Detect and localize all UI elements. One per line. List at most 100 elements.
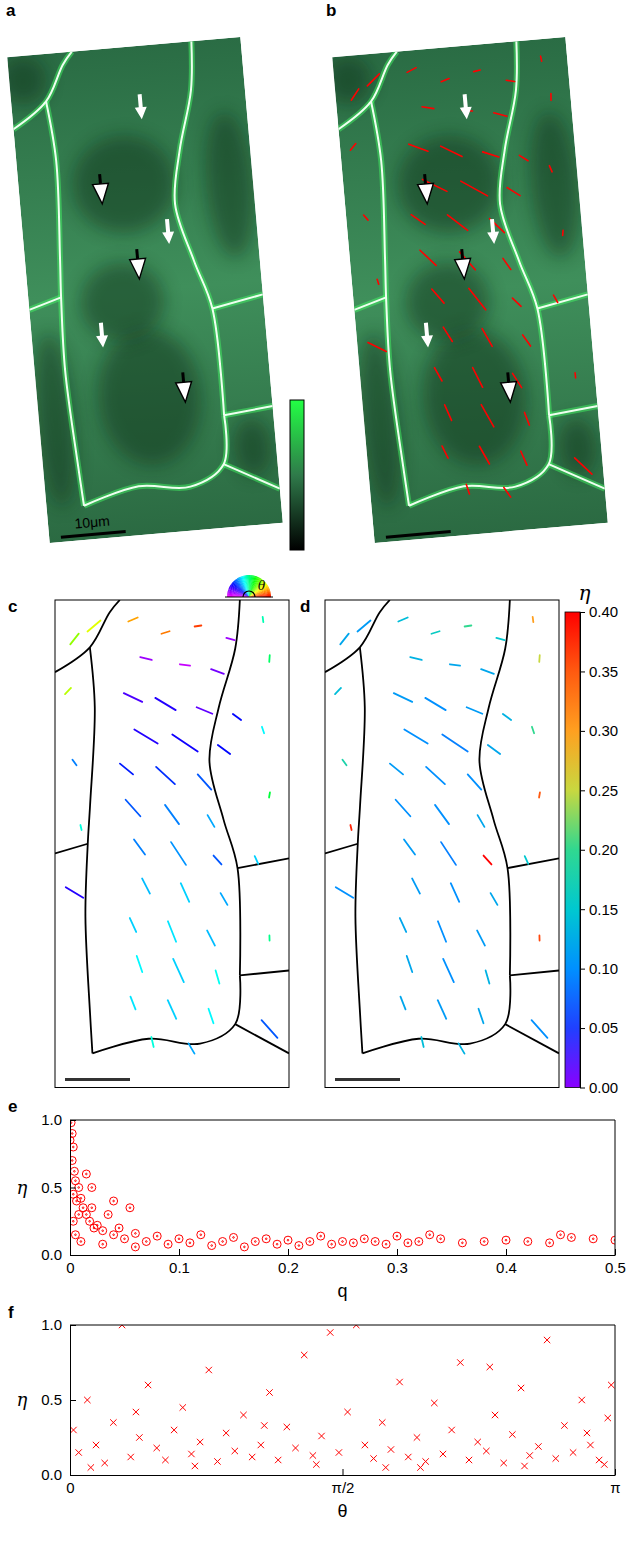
director-segment — [335, 688, 341, 694]
director-segment — [425, 698, 445, 710]
point — [273, 1240, 281, 1248]
tick: 0.2 — [278, 1249, 299, 1276]
director-segment — [445, 404, 452, 421]
director-segment — [461, 179, 488, 198]
point — [77, 1238, 85, 1246]
director-segment — [155, 698, 175, 710]
point — [240, 1412, 246, 1418]
tick-mark — [506, 1249, 507, 1255]
point — [544, 1337, 550, 1343]
director-segment — [195, 625, 202, 626]
director-segment — [269, 935, 271, 940]
point — [570, 1449, 576, 1455]
director-segment — [233, 714, 241, 720]
director-segment — [431, 631, 439, 634]
cell-boundary — [510, 971, 559, 976]
director-segment — [478, 815, 485, 827]
scale-bar — [386, 531, 451, 537]
tick-mark — [580, 850, 585, 851]
director-segment — [438, 1000, 446, 1019]
director-segment — [422, 106, 434, 110]
color-wheel-wedge — [227, 592, 249, 597]
point — [110, 1419, 116, 1425]
director-segment — [172, 734, 197, 751]
tick: 1.0 — [41, 1316, 76, 1333]
director-segment — [532, 617, 534, 622]
tick-mark — [70, 1475, 76, 1476]
point — [261, 1422, 267, 1428]
micrograph: 10μm — [0, 37, 283, 544]
director-segment — [120, 764, 133, 775]
point — [457, 1359, 463, 1365]
point — [214, 1458, 220, 1464]
director-segment — [432, 288, 444, 304]
director-segment — [128, 618, 137, 622]
tick-mark — [580, 1088, 585, 1089]
tick-mark — [70, 1400, 76, 1401]
cell-boundary — [537, 294, 589, 308]
color-wheel-wedge — [249, 575, 252, 597]
point — [483, 1448, 489, 1454]
director-segment — [538, 792, 541, 797]
axis: 0.00.51.0 — [41, 1111, 76, 1263]
arrow-head — [176, 382, 194, 403]
director-segment — [481, 669, 494, 674]
point — [197, 1439, 203, 1445]
tick-label: 0.2 — [278, 1259, 299, 1276]
director-segment — [168, 921, 176, 942]
point — [84, 1397, 90, 1403]
director-segment — [435, 805, 449, 824]
micrograph-content — [7, 37, 283, 543]
director-segment — [407, 68, 417, 73]
scale-bar-label: 10μm — [74, 513, 111, 532]
segments — [65, 617, 277, 1054]
director-segment — [447, 213, 467, 232]
director-segment — [218, 745, 230, 754]
point — [414, 1434, 420, 1440]
cell-boundary — [235, 1024, 289, 1053]
axis: 0.00.51.0 — [41, 1316, 76, 1483]
director-segment — [72, 760, 76, 765]
cell-boundary — [353, 297, 386, 310]
point — [175, 1235, 183, 1243]
tick-label: 0 — [66, 1259, 74, 1276]
arrow — [420, 322, 434, 348]
arrow — [486, 219, 500, 245]
director-segment — [336, 887, 353, 898]
point — [310, 1452, 316, 1458]
point — [370, 1455, 376, 1461]
cell-boundary — [362, 975, 510, 1053]
director-segment — [412, 878, 420, 893]
director-segment — [469, 287, 486, 311]
director-segment — [465, 625, 472, 626]
director-segment — [198, 774, 212, 789]
tick-label: 1.0 — [41, 1316, 62, 1333]
director-segment — [124, 693, 142, 702]
tick-mark — [179, 1249, 180, 1255]
cell-boundary — [55, 600, 120, 672]
point — [115, 1224, 123, 1232]
point — [230, 1233, 238, 1241]
tick-mark — [343, 1469, 344, 1475]
tick: 0.3 — [387, 1249, 408, 1276]
point — [404, 1239, 412, 1247]
director-segment — [443, 326, 452, 342]
tick: 0.35 — [580, 663, 618, 680]
cell-boundary — [85, 647, 94, 1053]
director-segment — [494, 112, 507, 118]
director-segment — [512, 297, 521, 307]
point — [567, 1233, 575, 1241]
point — [422, 1458, 428, 1464]
tick: 0.0 — [41, 1246, 76, 1263]
point — [317, 1232, 325, 1240]
point — [553, 1455, 559, 1461]
cell-boundary-glow — [549, 459, 605, 493]
tick: 0.40 — [580, 603, 618, 620]
cell-boundary — [367, 101, 412, 506]
director-segment — [481, 404, 494, 428]
tick: 0.0 — [41, 1466, 76, 1483]
tick-mark — [580, 731, 585, 732]
color-wheel-wedge — [249, 575, 250, 597]
director-segment — [441, 79, 449, 82]
color-wheel-base — [225, 596, 273, 597]
